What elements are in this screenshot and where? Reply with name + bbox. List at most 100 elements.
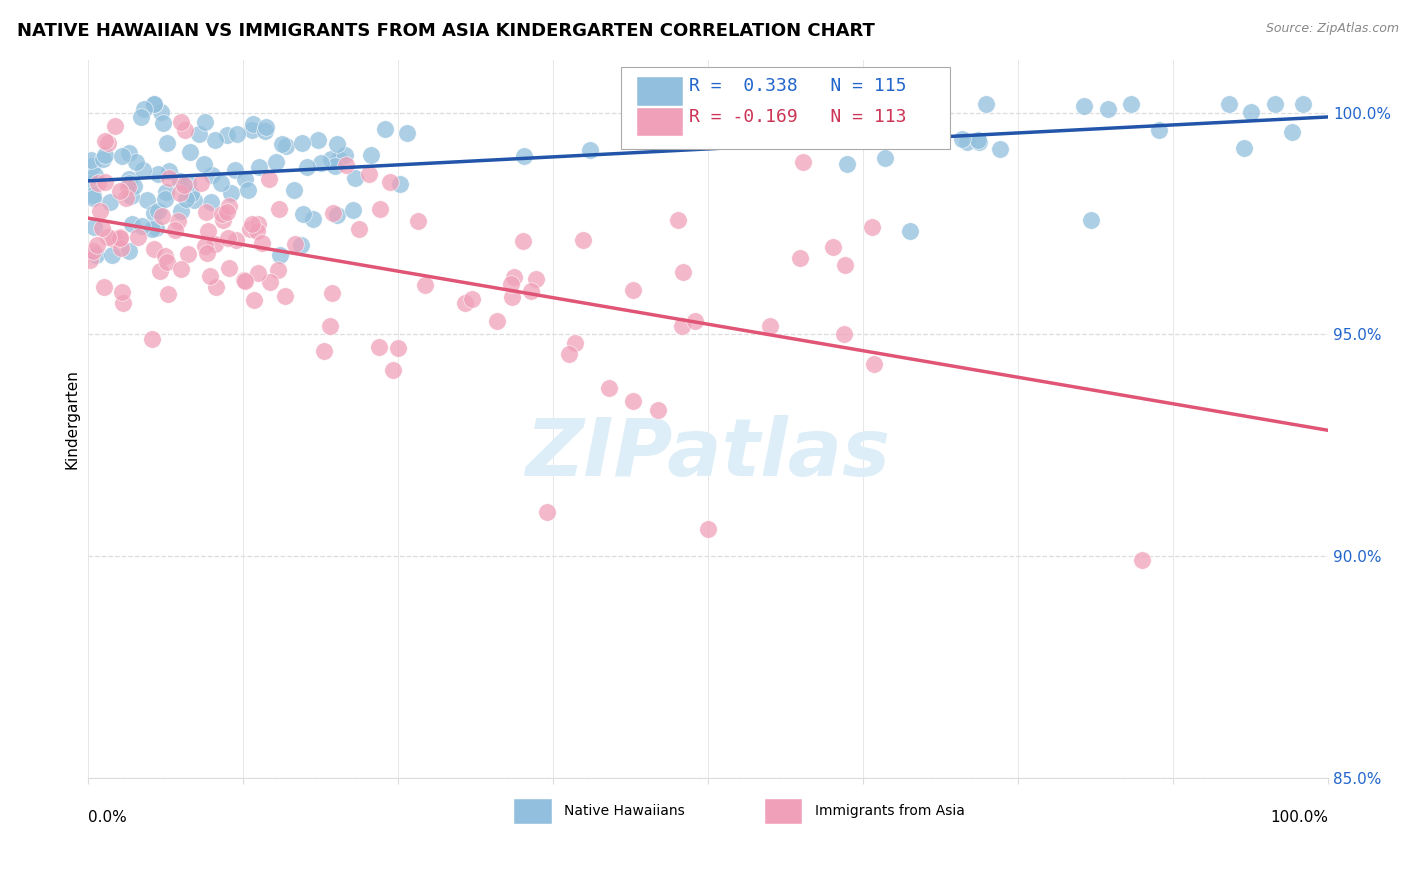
Point [359,167,381,181]
Point [343,170,366,185]
Point [80,153,103,168]
Text: R = -0.169   N = 113: R = -0.169 N = 113 [689,108,907,126]
Point [974,97,997,112]
Point [115,191,138,205]
Point [374,121,396,136]
Point [152,116,174,130]
Point [93,175,115,189]
Point [150,209,173,223]
Point [146,203,169,218]
Point [291,207,314,221]
Point [79,253,101,268]
Point [834,258,856,272]
Point [93,280,115,294]
Point [211,207,233,221]
Point [103,231,125,245]
Point [988,142,1011,156]
Point [956,135,979,149]
Point [170,115,193,129]
Point [86,237,108,252]
Point [156,287,179,301]
Point [218,199,240,213]
Point [246,266,269,280]
Point [242,217,264,231]
Point [157,170,180,185]
Point [97,136,120,150]
Point [672,265,695,279]
Point [326,137,349,152]
Point [322,205,344,219]
Point [224,162,246,177]
Point [501,290,523,304]
Point [89,204,111,219]
Point [524,271,547,285]
Point [153,192,176,206]
Point [302,212,325,227]
Point [157,164,180,178]
Point [82,187,104,202]
Point [110,184,132,198]
Point [110,241,132,255]
Point [225,233,247,247]
Point [875,151,897,165]
Point [283,183,305,197]
Point [370,202,392,217]
Point [623,393,645,408]
Point [696,522,718,536]
Point [834,326,856,341]
Point [413,277,436,292]
Point [169,174,191,188]
Text: Native Hawaiians: Native Hawaiians [564,805,685,818]
Point [193,157,215,171]
Point [319,319,342,334]
Point [257,172,280,186]
Point [269,202,291,216]
Point [194,239,217,253]
FancyBboxPatch shape [765,799,803,823]
Point [118,176,141,190]
Point [177,247,200,261]
Point [503,269,526,284]
Point [328,152,350,166]
Point [170,203,193,218]
Point [360,147,382,161]
Point [1073,99,1095,113]
Point [950,132,973,146]
Point [135,193,157,207]
Point [274,289,297,303]
Point [97,230,120,244]
Text: Source: ZipAtlas.com: Source: ZipAtlas.com [1265,22,1399,36]
Point [194,115,217,129]
Point [897,104,920,119]
Point [233,274,256,288]
Point [122,178,145,193]
Point [789,252,811,266]
Point [149,105,172,120]
Point [873,114,896,128]
Point [307,133,329,147]
FancyBboxPatch shape [637,77,683,105]
Point [759,318,782,333]
Point [564,336,586,351]
Point [254,124,277,138]
Point [558,347,581,361]
Point [82,191,104,205]
Point [194,205,217,219]
Point [91,152,114,166]
Point [814,132,837,146]
Point [1119,97,1142,112]
Point [86,247,108,261]
Point [269,247,291,261]
Point [204,237,226,252]
Point [211,212,233,227]
Point [295,160,318,174]
Point [94,134,117,148]
Point [267,263,290,277]
Point [349,221,371,235]
Point [666,213,689,227]
Point [205,279,228,293]
Point [155,186,177,200]
Point [176,176,198,190]
Point [512,234,534,248]
Point [143,97,166,112]
